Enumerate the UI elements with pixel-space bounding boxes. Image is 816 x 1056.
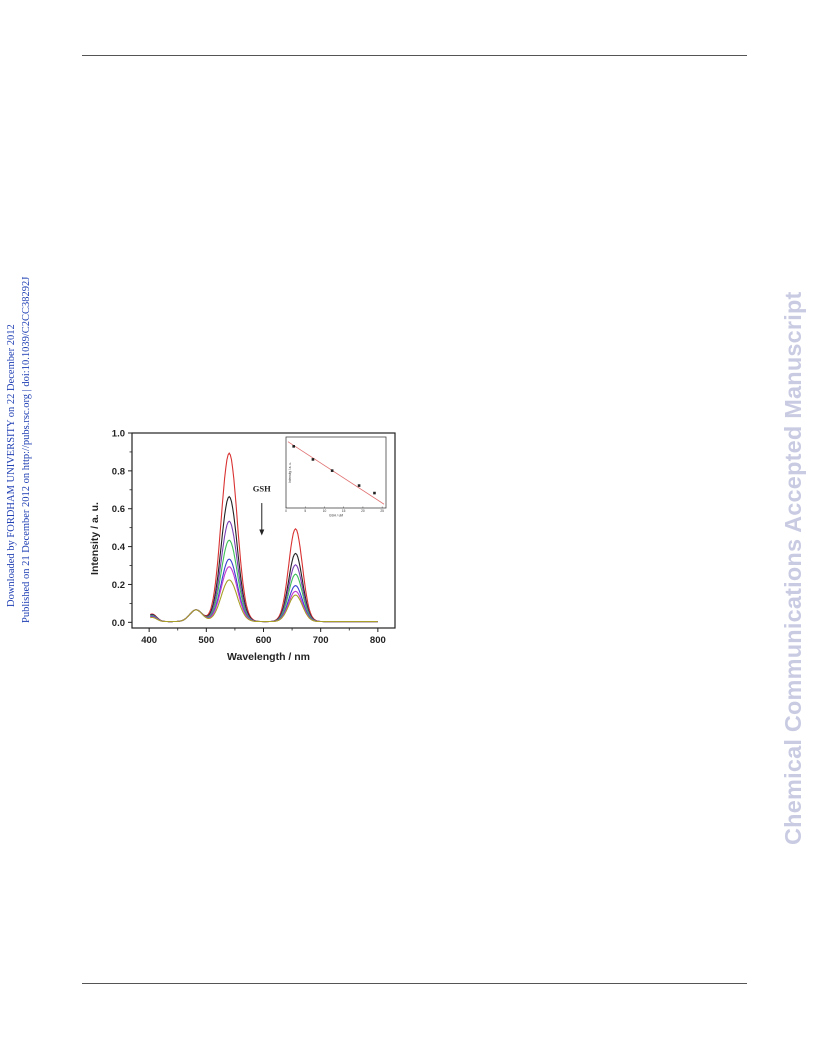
gsh-arrow-head [259,529,265,536]
inset-x-tick-label: 20 [361,509,365,513]
spectrum-series-line [150,579,378,623]
y-tick-label: 0.6 [112,504,125,515]
journal-watermark: Chemical Communications Accepted Manuscr… [780,291,806,845]
spectrum-series-line [150,558,378,623]
y-tick-label: 0.2 [112,580,125,591]
spectrum-series-line [150,520,378,623]
inset-x-axis-title: GSH / uM [329,514,343,518]
x-tick-label: 500 [198,635,214,646]
y-tick-label: 0.8 [112,466,125,477]
inset-y-axis-title: Intensity / a. u. [288,462,292,483]
inset-x-tick-label: 5 [304,509,306,513]
y-tick-label: 1.0 [112,429,125,440]
inset-data-point [330,469,334,472]
spectrum-series-line [150,566,378,623]
figure: 400 500 600 700 800 0.0 0.2 0.4 0.6 0.8 1.0 Wavelen… [80,420,410,670]
inset-x-tick-label: 10 [323,509,327,513]
x-tick-label: 800 [370,635,386,646]
inset-x-tick-label: 25 [380,509,384,513]
x-axis-title: Wavelength / nm [227,651,310,663]
side-notice: Downloaded by FORDHAM UNIVERSITY on 22 D… [0,0,40,1056]
y-tick-label: 0.0 [112,618,125,629]
y-axis-title: Intensity / a. u. [89,502,101,575]
x-tick-label: 700 [313,635,329,646]
spectrum-series-line [150,495,378,623]
footer-rule [82,983,747,984]
inset-data-point [292,445,295,448]
spectrum-chart: 400 500 600 700 800 0.0 0.2 0.4 0.6 0.8 1.0 Wavelen… [89,429,396,663]
inset-x-tick-label: 0 [285,509,287,513]
inset-x-tick-label: 15 [342,509,346,513]
download-notice: Downloaded by FORDHAM UNIVERSITY on 22 D… [6,324,17,607]
inset-data-point [357,484,361,487]
publication-notice: Published on 21 December 2012 on http://… [21,276,32,623]
inset-data-point [373,491,376,495]
x-tick-label: 600 [256,635,272,646]
gsh-annotation-label: GSH [253,484,271,494]
y-tick-label: 0.4 [112,542,126,553]
header-rule [82,55,747,56]
inset-data-point [311,458,315,461]
inset-fit-line [287,441,385,505]
x-tick-label: 400 [141,635,157,646]
spectrum-series-line [150,539,378,623]
